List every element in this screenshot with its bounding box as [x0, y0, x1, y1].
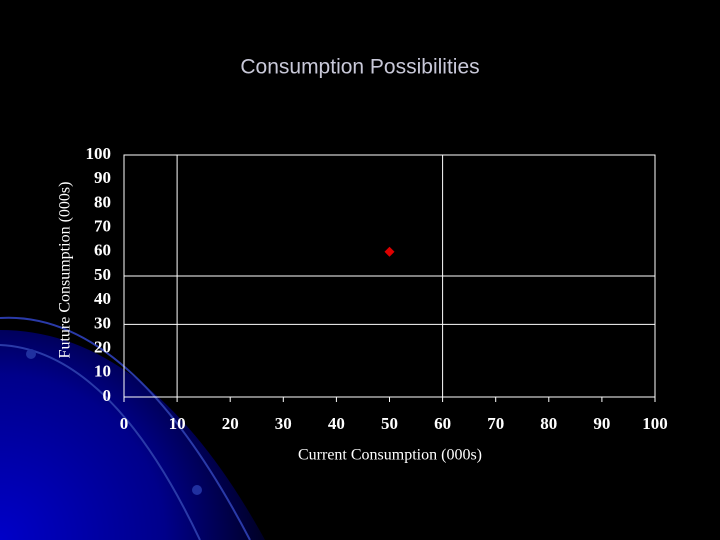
x-tick-label: 10: [169, 414, 186, 433]
x-tick-label: 100: [642, 414, 668, 433]
x-axis-label: Current Consumption (000s): [298, 447, 482, 464]
y-tick-label: 0: [103, 386, 112, 405]
point: [384, 246, 395, 257]
y-tick-label: 70: [94, 217, 111, 236]
y-tick-label: 80: [94, 192, 111, 211]
y-tick-label: 50: [94, 265, 111, 284]
y-tick-label: 20: [94, 338, 111, 357]
x-tick-label: 30: [275, 414, 292, 433]
decor-curve: [0, 344, 201, 540]
chart-title: Consumption Possibilities: [240, 56, 479, 79]
y-tick-label: 90: [94, 168, 111, 187]
decor-dot: [26, 349, 36, 359]
y-tick-label: 10: [94, 362, 111, 381]
x-tick-label: 20: [222, 414, 239, 433]
y-tick-label: 60: [94, 241, 111, 260]
x-tick-label: 90: [593, 414, 610, 433]
x-tick-label: 0: [120, 414, 129, 433]
y-axis-label: Future Consumption (000s): [57, 182, 74, 359]
y-tick-label: 40: [94, 289, 111, 308]
decor-curve: [0, 316, 251, 540]
x-tick-label: 80: [540, 414, 557, 433]
x-tick-label: 40: [328, 414, 345, 433]
x-tick-label: 50: [381, 414, 398, 433]
x-tick-label: 60: [434, 414, 451, 433]
y-tick-label: 100: [86, 144, 112, 163]
y-tick-label: 30: [94, 313, 111, 332]
x-tick-label: 70: [487, 414, 504, 433]
decor-dot: [192, 485, 202, 495]
